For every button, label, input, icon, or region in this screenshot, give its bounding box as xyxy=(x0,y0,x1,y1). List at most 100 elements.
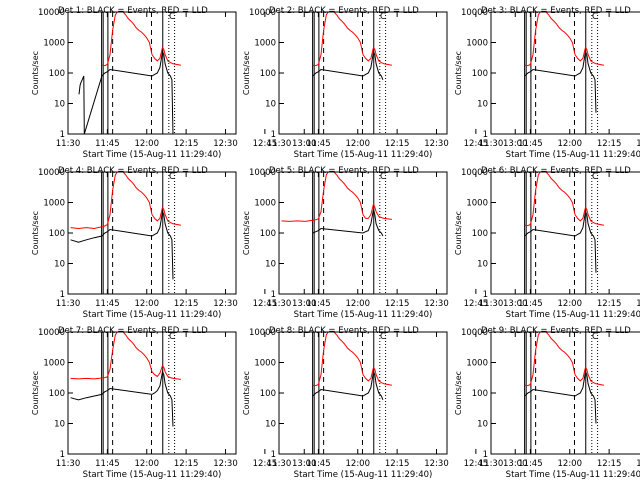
plot-frame xyxy=(490,11,640,135)
events-series-line xyxy=(70,209,174,280)
panel-det-6: 11:30 11:45 12:00 12:15 12:30 12:45 13:00 1 10 10… xyxy=(454,166,640,320)
y-tick-label: 10 xyxy=(265,260,276,270)
x-tick-label: 12:00 xyxy=(135,139,160,149)
events-series-line xyxy=(524,49,597,113)
x-tick-label: 12:30 xyxy=(213,459,238,469)
x-tick-label: 11:30 xyxy=(267,459,292,469)
x-axis-label: Start Time (15-Aug-11 11:29:40) xyxy=(294,470,433,480)
y-axis-label: Counts/sec xyxy=(242,211,251,255)
y-tick-label: 1000 xyxy=(466,39,488,49)
y-tick-label: 100 xyxy=(260,229,276,239)
lld-series-line xyxy=(524,12,604,67)
x-tick-label: 12:15 xyxy=(385,139,410,149)
y-tick-label: 10 xyxy=(477,100,488,110)
panel-marker: C xyxy=(169,332,175,342)
lld-series-line xyxy=(281,172,392,222)
x-tick-label: 11:45 xyxy=(95,459,120,469)
events-series-line xyxy=(312,369,384,400)
lld-series-line xyxy=(101,12,181,67)
y-tick-label: 10 xyxy=(477,260,488,270)
x-tick-label: 12:30 xyxy=(213,139,238,149)
y-tick-label: 10 xyxy=(265,420,276,430)
x-tick-label: 11:45 xyxy=(518,139,543,149)
y-tick-label: 100 xyxy=(472,69,488,79)
y-tick-label: 100 xyxy=(260,389,276,399)
y-tick-label: 1000 xyxy=(466,199,488,209)
lld-series-line xyxy=(524,172,604,227)
y-tick-label: 1 xyxy=(60,130,65,140)
panel-det-8: 11:30 11:45 12:00 12:15 12:30 12:45 13:00 1 10 10… xyxy=(242,326,528,480)
plot-frame xyxy=(490,331,640,455)
x-tick-label: 12:45 xyxy=(253,299,278,309)
x-tick-label: 11:30 xyxy=(479,299,504,309)
x-axis-label: Start Time (15-Aug-11 11:29:40) xyxy=(294,310,433,320)
panel-title: Det 5: BLACK = Events, RED = LLD xyxy=(269,166,419,176)
y-axis-label: Counts/sec xyxy=(454,371,463,415)
plot-frame xyxy=(67,11,237,135)
panel-det-5: 11:30 11:45 12:00 12:15 12:30 12:45 13:00 1 10 10… xyxy=(242,166,528,320)
y-tick-label: 10000 xyxy=(249,168,276,178)
y-tick-label: 10 xyxy=(265,100,276,110)
y-tick-label: 10 xyxy=(54,260,65,270)
plot-area xyxy=(524,12,604,134)
x-tick-label: 12:15 xyxy=(174,299,199,309)
x-axis-label: Start Time (15-Aug-11 11:29:40) xyxy=(506,150,640,160)
plot-frame xyxy=(67,171,237,295)
panel-marker: C xyxy=(169,12,175,22)
y-tick-label: 100 xyxy=(472,229,488,239)
panel-title: Det 1: BLACK = Events, RED = LLD xyxy=(58,6,208,16)
x-tick-label: 12:30 xyxy=(424,459,449,469)
x-tick-label: 12:45 xyxy=(464,139,489,149)
x-tick-label: 12:15 xyxy=(385,459,410,469)
x-tick-label: 11:30 xyxy=(56,459,81,469)
x-tick-label: 12:15 xyxy=(174,139,199,149)
x-tick-label: 12:45 xyxy=(253,139,278,149)
x-tick-label: 13:00 xyxy=(292,459,317,469)
x-tick-label: 12:00 xyxy=(135,299,160,309)
x-tick-label: 12:00 xyxy=(558,459,583,469)
y-tick-label: 1 xyxy=(271,130,276,140)
y-tick-label: 1 xyxy=(60,450,65,460)
panel-marker: C xyxy=(380,332,386,342)
plot-frame xyxy=(67,331,237,455)
plot-frame xyxy=(490,171,640,295)
x-tick-label: 13:00 xyxy=(503,459,528,469)
y-axis-label: Counts/sec xyxy=(242,51,251,95)
y-axis-label: Counts/sec xyxy=(31,371,40,415)
x-tick-label: 12:00 xyxy=(558,299,583,309)
panel-det-7: 11:30 11:45 12:00 12:15 12:30 12:45 13:00 1 10 10… xyxy=(31,326,317,480)
x-tick-label: 12:30 xyxy=(636,139,640,149)
x-tick-label: 11:45 xyxy=(306,459,331,469)
panel-title: Det 9: BLACK = Events, RED = LLD xyxy=(481,326,631,336)
y-tick-label: 100 xyxy=(260,69,276,79)
events-series-line xyxy=(524,209,597,273)
panel-marker: C xyxy=(169,172,175,182)
y-tick-label: 1 xyxy=(271,290,276,300)
y-tick-label: 1 xyxy=(483,450,488,460)
y-tick-label: 100 xyxy=(49,229,65,239)
panel-det-1: 11:30 11:45 12:00 12:15 12:30 12:45 13:00 1 10 10… xyxy=(31,6,317,160)
x-tick-label: 12:30 xyxy=(424,299,449,309)
x-tick-label: 12:00 xyxy=(346,299,371,309)
x-tick-label: 11:30 xyxy=(479,139,504,149)
x-tick-label: 11:30 xyxy=(479,459,504,469)
y-tick-label: 10000 xyxy=(461,8,488,18)
panel-title: Det 2: BLACK = Events, RED = LLD xyxy=(269,6,419,16)
y-tick-label: 10000 xyxy=(461,168,488,178)
y-tick-label: 100 xyxy=(472,389,488,399)
x-tick-label: 12:45 xyxy=(253,459,278,469)
y-tick-label: 1000 xyxy=(254,359,276,369)
x-tick-label: 12:15 xyxy=(597,299,622,309)
lld-series-line xyxy=(312,12,392,67)
x-tick-label: 11:45 xyxy=(95,299,120,309)
plot-area xyxy=(312,12,392,134)
lld-series-line xyxy=(524,332,604,387)
x-tick-label: 12:15 xyxy=(174,459,199,469)
events-series-line xyxy=(524,369,597,424)
y-tick-label: 10 xyxy=(54,420,65,430)
x-tick-label: 12:45 xyxy=(464,459,489,469)
panel-marker: C xyxy=(380,12,386,22)
panel-det-2: 11:30 11:45 12:00 12:15 12:30 12:45 13:00 1 10 10… xyxy=(242,6,528,160)
panel-det-3: 11:30 11:45 12:00 12:15 12:30 12:45 13:00 1 10 10… xyxy=(454,6,640,160)
